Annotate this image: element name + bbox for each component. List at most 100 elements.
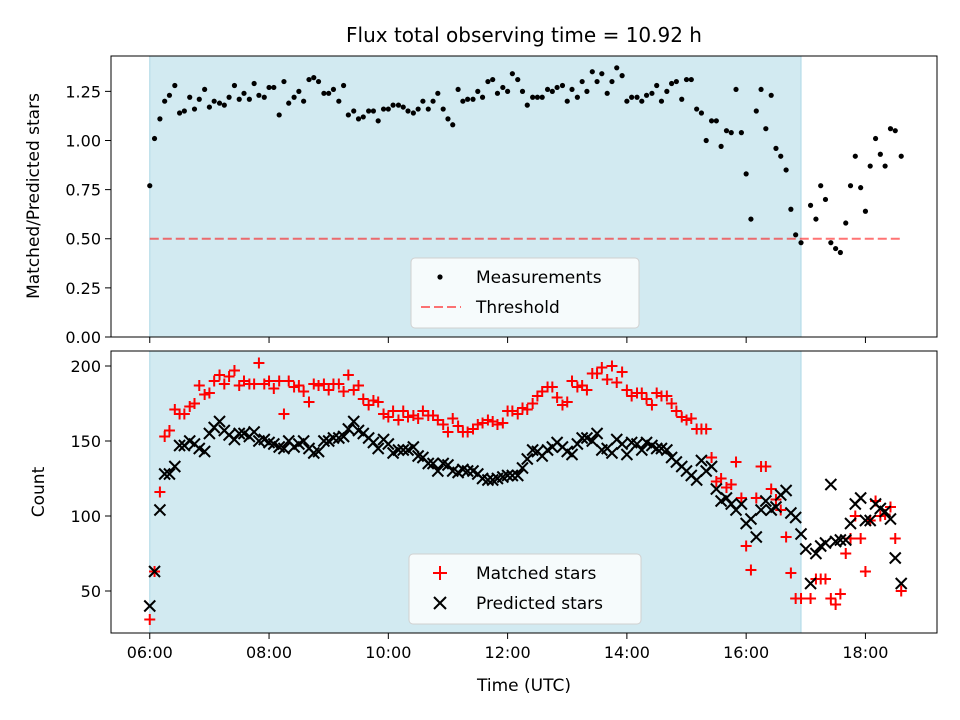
measurement-point <box>321 90 327 96</box>
bottom-panel: 50 100 150 200 06:00 08:00 10:00 12:00 14:00 16:0… <box>29 350 938 696</box>
measurement-point <box>579 78 585 85</box>
measurement-point <box>509 71 515 77</box>
predicted-stars-point <box>431 464 445 478</box>
predicted-stars-point <box>501 469 514 482</box>
matched-stars-point <box>193 380 205 391</box>
predicted-stars-point <box>799 542 813 556</box>
measurement-point <box>798 240 804 246</box>
measurement-point <box>852 153 858 159</box>
predicted-stars-point <box>521 452 534 466</box>
measurement-point <box>683 76 690 83</box>
matched-stars-point <box>159 431 171 442</box>
matched-stars-point <box>263 375 275 387</box>
matched-stars-point <box>203 387 215 399</box>
measurement-point <box>698 110 705 116</box>
measurement-point <box>843 220 849 226</box>
measurement-point <box>455 86 461 93</box>
matched-stars-point <box>546 381 558 393</box>
measurement-point <box>256 92 262 98</box>
measurement-point <box>196 96 202 102</box>
matched-stars-point <box>382 411 394 423</box>
matched-stars-point <box>706 452 718 463</box>
bottom-y-tick-label: 50 <box>81 582 101 601</box>
matched-stars-point <box>566 375 578 387</box>
predicted-stars-point <box>859 514 872 527</box>
matched-stars-point <box>527 398 539 409</box>
measurement-point <box>524 102 530 108</box>
measurement-point <box>892 128 898 134</box>
legend-matched-marker <box>433 566 447 580</box>
measurement-point <box>261 94 267 100</box>
matched-stars-point <box>641 393 653 405</box>
predicted-stars-point <box>565 448 579 461</box>
legend-matched-label: Matched stars <box>476 564 596 584</box>
matched-stars-point <box>392 414 404 426</box>
top-legend-box <box>410 257 640 329</box>
predicted-stars-point <box>392 443 405 457</box>
count-series <box>143 357 908 625</box>
measurement-point <box>157 116 163 122</box>
measurement-point <box>336 98 342 104</box>
measurement-point <box>355 116 362 122</box>
measurement-point <box>485 78 491 85</box>
matched-stars-point <box>760 461 772 472</box>
bottom-x-tick-label: 16:00 <box>723 643 769 662</box>
measurement-point <box>236 96 242 102</box>
matched-stars-point <box>611 377 623 388</box>
matched-stars-point <box>447 413 459 424</box>
top-y-tick-label: 0.00 <box>65 328 101 347</box>
measurement-point <box>793 232 799 238</box>
measurement-point <box>589 69 595 75</box>
measurement-point <box>813 216 819 222</box>
predicted-stars-point <box>426 457 440 470</box>
matched-stars-point <box>253 357 265 369</box>
measurement-point <box>440 106 446 112</box>
measurement-point <box>867 163 873 169</box>
measurement-point <box>778 153 784 159</box>
predicted-stars-point <box>754 503 768 517</box>
predicted-stars-point <box>163 467 176 481</box>
predicted-stars-point <box>660 443 674 457</box>
predicted-stars-point <box>347 415 360 428</box>
matched-stars-point <box>819 573 831 585</box>
measurement-point <box>534 94 541 100</box>
measurement-point <box>420 98 426 104</box>
measurement-point <box>818 183 824 189</box>
matched-stars-point <box>745 564 757 576</box>
measurement-point <box>564 98 570 104</box>
matched-stars-point <box>700 423 712 435</box>
matched-stars-point <box>402 411 414 423</box>
predicted-stars-point <box>371 442 385 455</box>
measurement-point <box>539 94 545 100</box>
bottom-x-tick-label: 08:00 <box>246 643 292 662</box>
measurement-point <box>822 196 829 203</box>
predicted-stars-point <box>695 454 708 467</box>
predicted-stars-point <box>337 430 350 443</box>
matched-stars-point <box>725 479 737 490</box>
measurement-point <box>837 249 843 256</box>
matched-stars-point <box>670 405 682 417</box>
matched-stars-point <box>750 492 762 504</box>
measurement-point <box>643 92 650 98</box>
matched-stars-point <box>661 390 673 402</box>
predicted-stars-point <box>605 446 619 460</box>
bottom-y-tick-label: 200 <box>70 357 101 376</box>
predicted-stars-point <box>789 511 802 524</box>
legend-threshold-label: Threshold <box>475 298 560 318</box>
predicted-stars-point <box>506 469 519 482</box>
measurement-point <box>226 94 232 100</box>
measurement-point <box>385 106 391 112</box>
measurement-point <box>490 76 496 83</box>
measurement-point <box>181 108 187 114</box>
measurement-point <box>882 163 888 169</box>
predicted-stars-point <box>844 517 857 530</box>
matched-stars-point <box>188 398 200 409</box>
measurement-point <box>340 82 347 89</box>
matched-stars-point <box>303 396 315 408</box>
top-axes-frame <box>110 55 938 338</box>
measurement-point <box>216 100 223 106</box>
predicted-stars-point <box>168 460 182 473</box>
legend-measurements-marker <box>437 274 443 280</box>
matched-stars-point <box>561 396 573 408</box>
bottom-axis-ticks: 50 100 150 200 06:00 08:00 10:00 12:00 14:00 16:0… <box>70 357 888 662</box>
